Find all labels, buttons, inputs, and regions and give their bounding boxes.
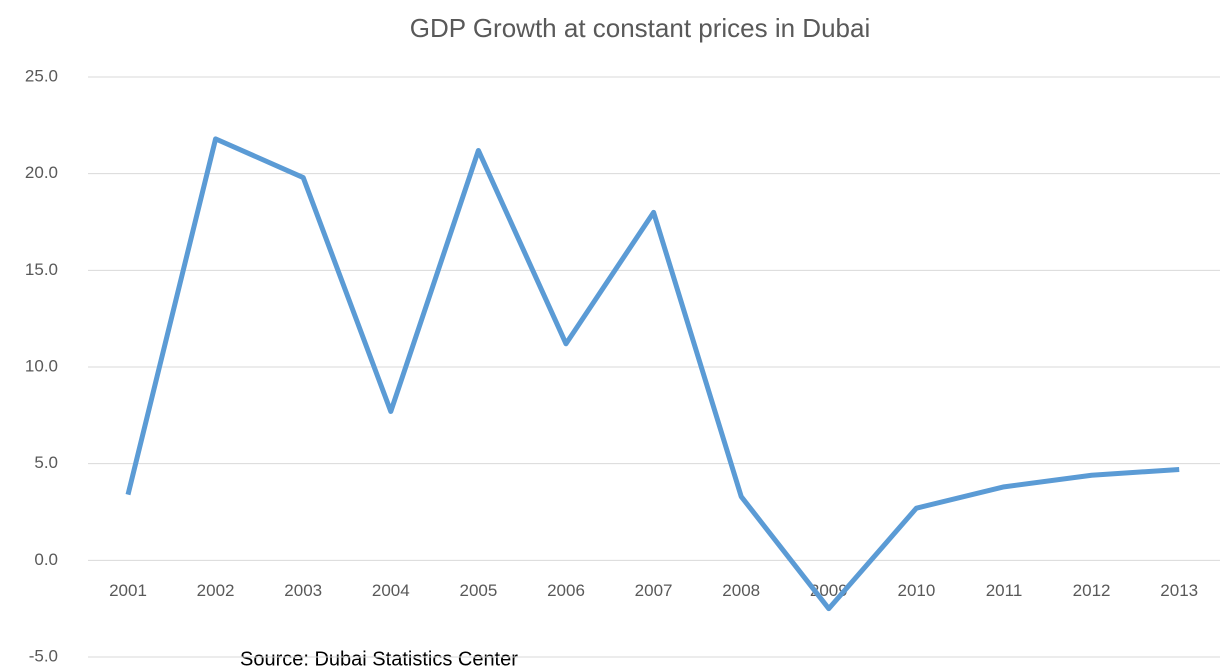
y-tick-label: 10.0 <box>25 356 58 375</box>
chart-title: GDP Growth at constant prices in Dubai <box>410 13 871 43</box>
y-tick-label: 0.0 <box>34 550 58 569</box>
x-tick-label: 2011 <box>986 581 1023 600</box>
data-line <box>125 136 1180 612</box>
x-tick-label: 2012 <box>1073 581 1111 600</box>
x-tick-label: 2005 <box>459 581 497 600</box>
x-tick-label: 2006 <box>547 581 585 600</box>
y-tick-label: 5.0 <box>34 453 58 472</box>
y-tick-label: 15.0 <box>25 260 58 279</box>
y-tick-label: 20.0 <box>25 163 58 182</box>
x-tick-label: 2003 <box>284 581 322 600</box>
x-tick-label: 2007 <box>635 581 673 600</box>
x-tick-label: 2008 <box>722 581 760 600</box>
x-tick-label: 2010 <box>897 581 935 600</box>
x-tick-label: 2001 <box>109 581 147 600</box>
y-tick-label: 25.0 <box>25 66 58 85</box>
source-note: Source: Dubai Statistics Center <box>240 648 518 670</box>
x-tick-label: 2004 <box>372 581 410 600</box>
x-tick-label: 2013 <box>1160 581 1198 600</box>
x-tick-label: 2002 <box>197 581 235 600</box>
y-tick-label: -5.0 <box>29 646 58 665</box>
